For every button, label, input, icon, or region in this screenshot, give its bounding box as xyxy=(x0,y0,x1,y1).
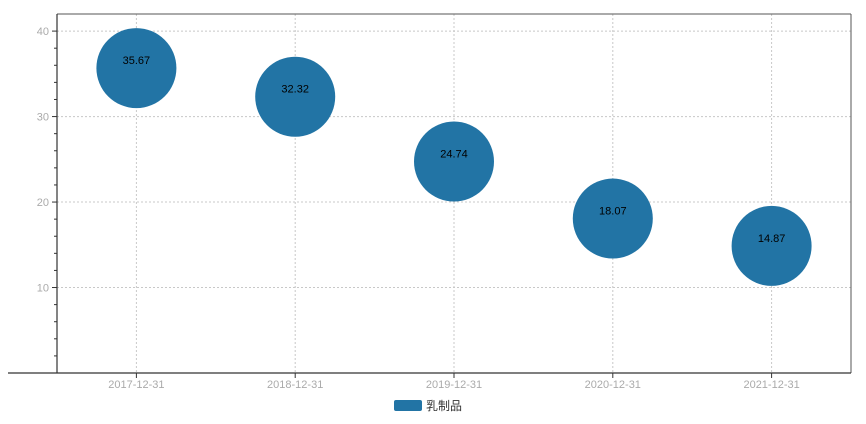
legend-swatch[interactable] xyxy=(394,400,422,411)
axes: 10 20 30 40 2017-12-31 2018-12-31 2019-12-31 20… xyxy=(8,13,852,391)
bubble-value-label: 18.07 xyxy=(599,206,627,218)
legend[interactable]: 乳制品 xyxy=(394,399,462,413)
y-tick-label: 40 xyxy=(37,26,49,38)
bubble-value-label: 24.74 xyxy=(440,149,468,161)
bubble[interactable] xyxy=(572,178,653,259)
y-tick-label: 10 xyxy=(37,283,49,295)
x-tick-label: 2021-12-31 xyxy=(743,379,799,391)
bubble[interactable] xyxy=(96,28,177,109)
y-tick-label: 20 xyxy=(37,197,49,209)
bubble-value-label: 35.67 xyxy=(123,55,151,67)
bubble-value-label: 32.32 xyxy=(281,84,309,96)
bubble[interactable] xyxy=(414,121,494,202)
y-tick-label: 30 xyxy=(37,112,49,124)
grid xyxy=(57,14,851,373)
x-tick-label: 2017-12-31 xyxy=(108,379,164,391)
bubble[interactable] xyxy=(731,205,812,286)
legend-label[interactable]: 乳制品 xyxy=(426,399,462,413)
bubbles: 35.67 32.32 24.74 18.07 14.87 xyxy=(96,28,812,286)
x-tick-label: 2020-12-31 xyxy=(585,379,641,391)
x-tick-label: 2018-12-31 xyxy=(267,379,323,391)
x-tick-label: 2019-12-31 xyxy=(426,379,482,391)
bubble[interactable] xyxy=(255,56,336,137)
bubble-value-label: 14.87 xyxy=(758,233,786,245)
